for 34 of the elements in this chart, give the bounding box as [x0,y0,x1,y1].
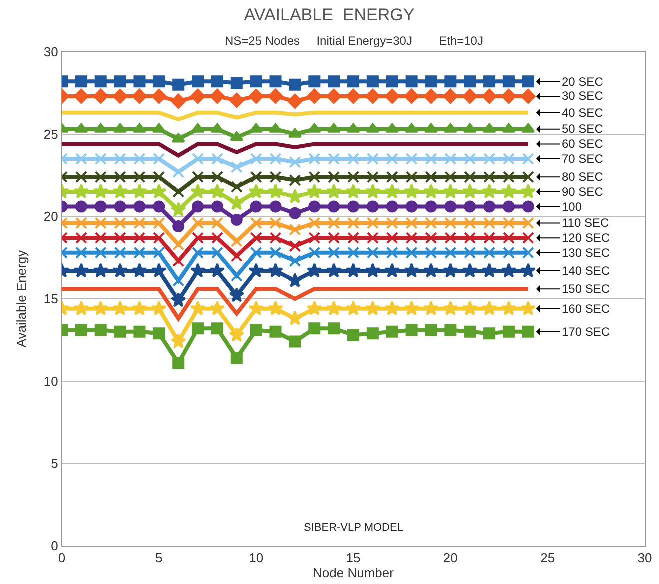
y-tick-label: 30 [44,44,58,60]
text: 150 SEC [562,282,610,296]
text: 170 SEC [562,325,610,339]
chart-subtitle: NS=25 Nodes Initial Energy=30J Eth=10J [225,34,484,48]
text: 130 SEC [562,246,610,260]
text: 70 SEC [562,152,604,166]
text: 60 SEC [562,137,604,151]
annotation: SIBER-VLP MODEL [304,522,404,534]
x-tick-label: 15 [346,550,361,566]
text: 100 [562,200,582,214]
text: 120 SEC [562,231,610,245]
text: 110 SEC [562,216,610,230]
text: 160 SEC [562,302,610,316]
text: 40 SEC [562,106,604,120]
y-tick-label: 20 [44,209,58,224]
text: 20 SEC [562,75,604,89]
y-tick-label: 10 [44,374,58,389]
text: 50 SEC [562,122,604,136]
y-tick-label: 5 [51,456,58,472]
y-tick-label: 15 [44,292,58,307]
text: 90 SEC [562,185,604,199]
x-axis-title: Node Number [313,566,395,581]
x-tick-label: 25 [540,550,556,566]
y-axis-title: Available Energy [14,250,29,348]
x-tick-label: 10 [249,550,264,566]
text: 80 SEC [562,170,604,184]
text: 30 SEC [562,89,604,103]
chart-title: AVAILABLE ENERGY [244,6,415,25]
y-tick-label: 0 [51,538,58,554]
x-tick-label: 5 [156,550,163,566]
x-tick-label: 30 [638,550,652,566]
text: 140 SEC [562,264,610,278]
y-tick-label: 25 [44,126,58,142]
x-tick-label: 20 [443,550,458,566]
